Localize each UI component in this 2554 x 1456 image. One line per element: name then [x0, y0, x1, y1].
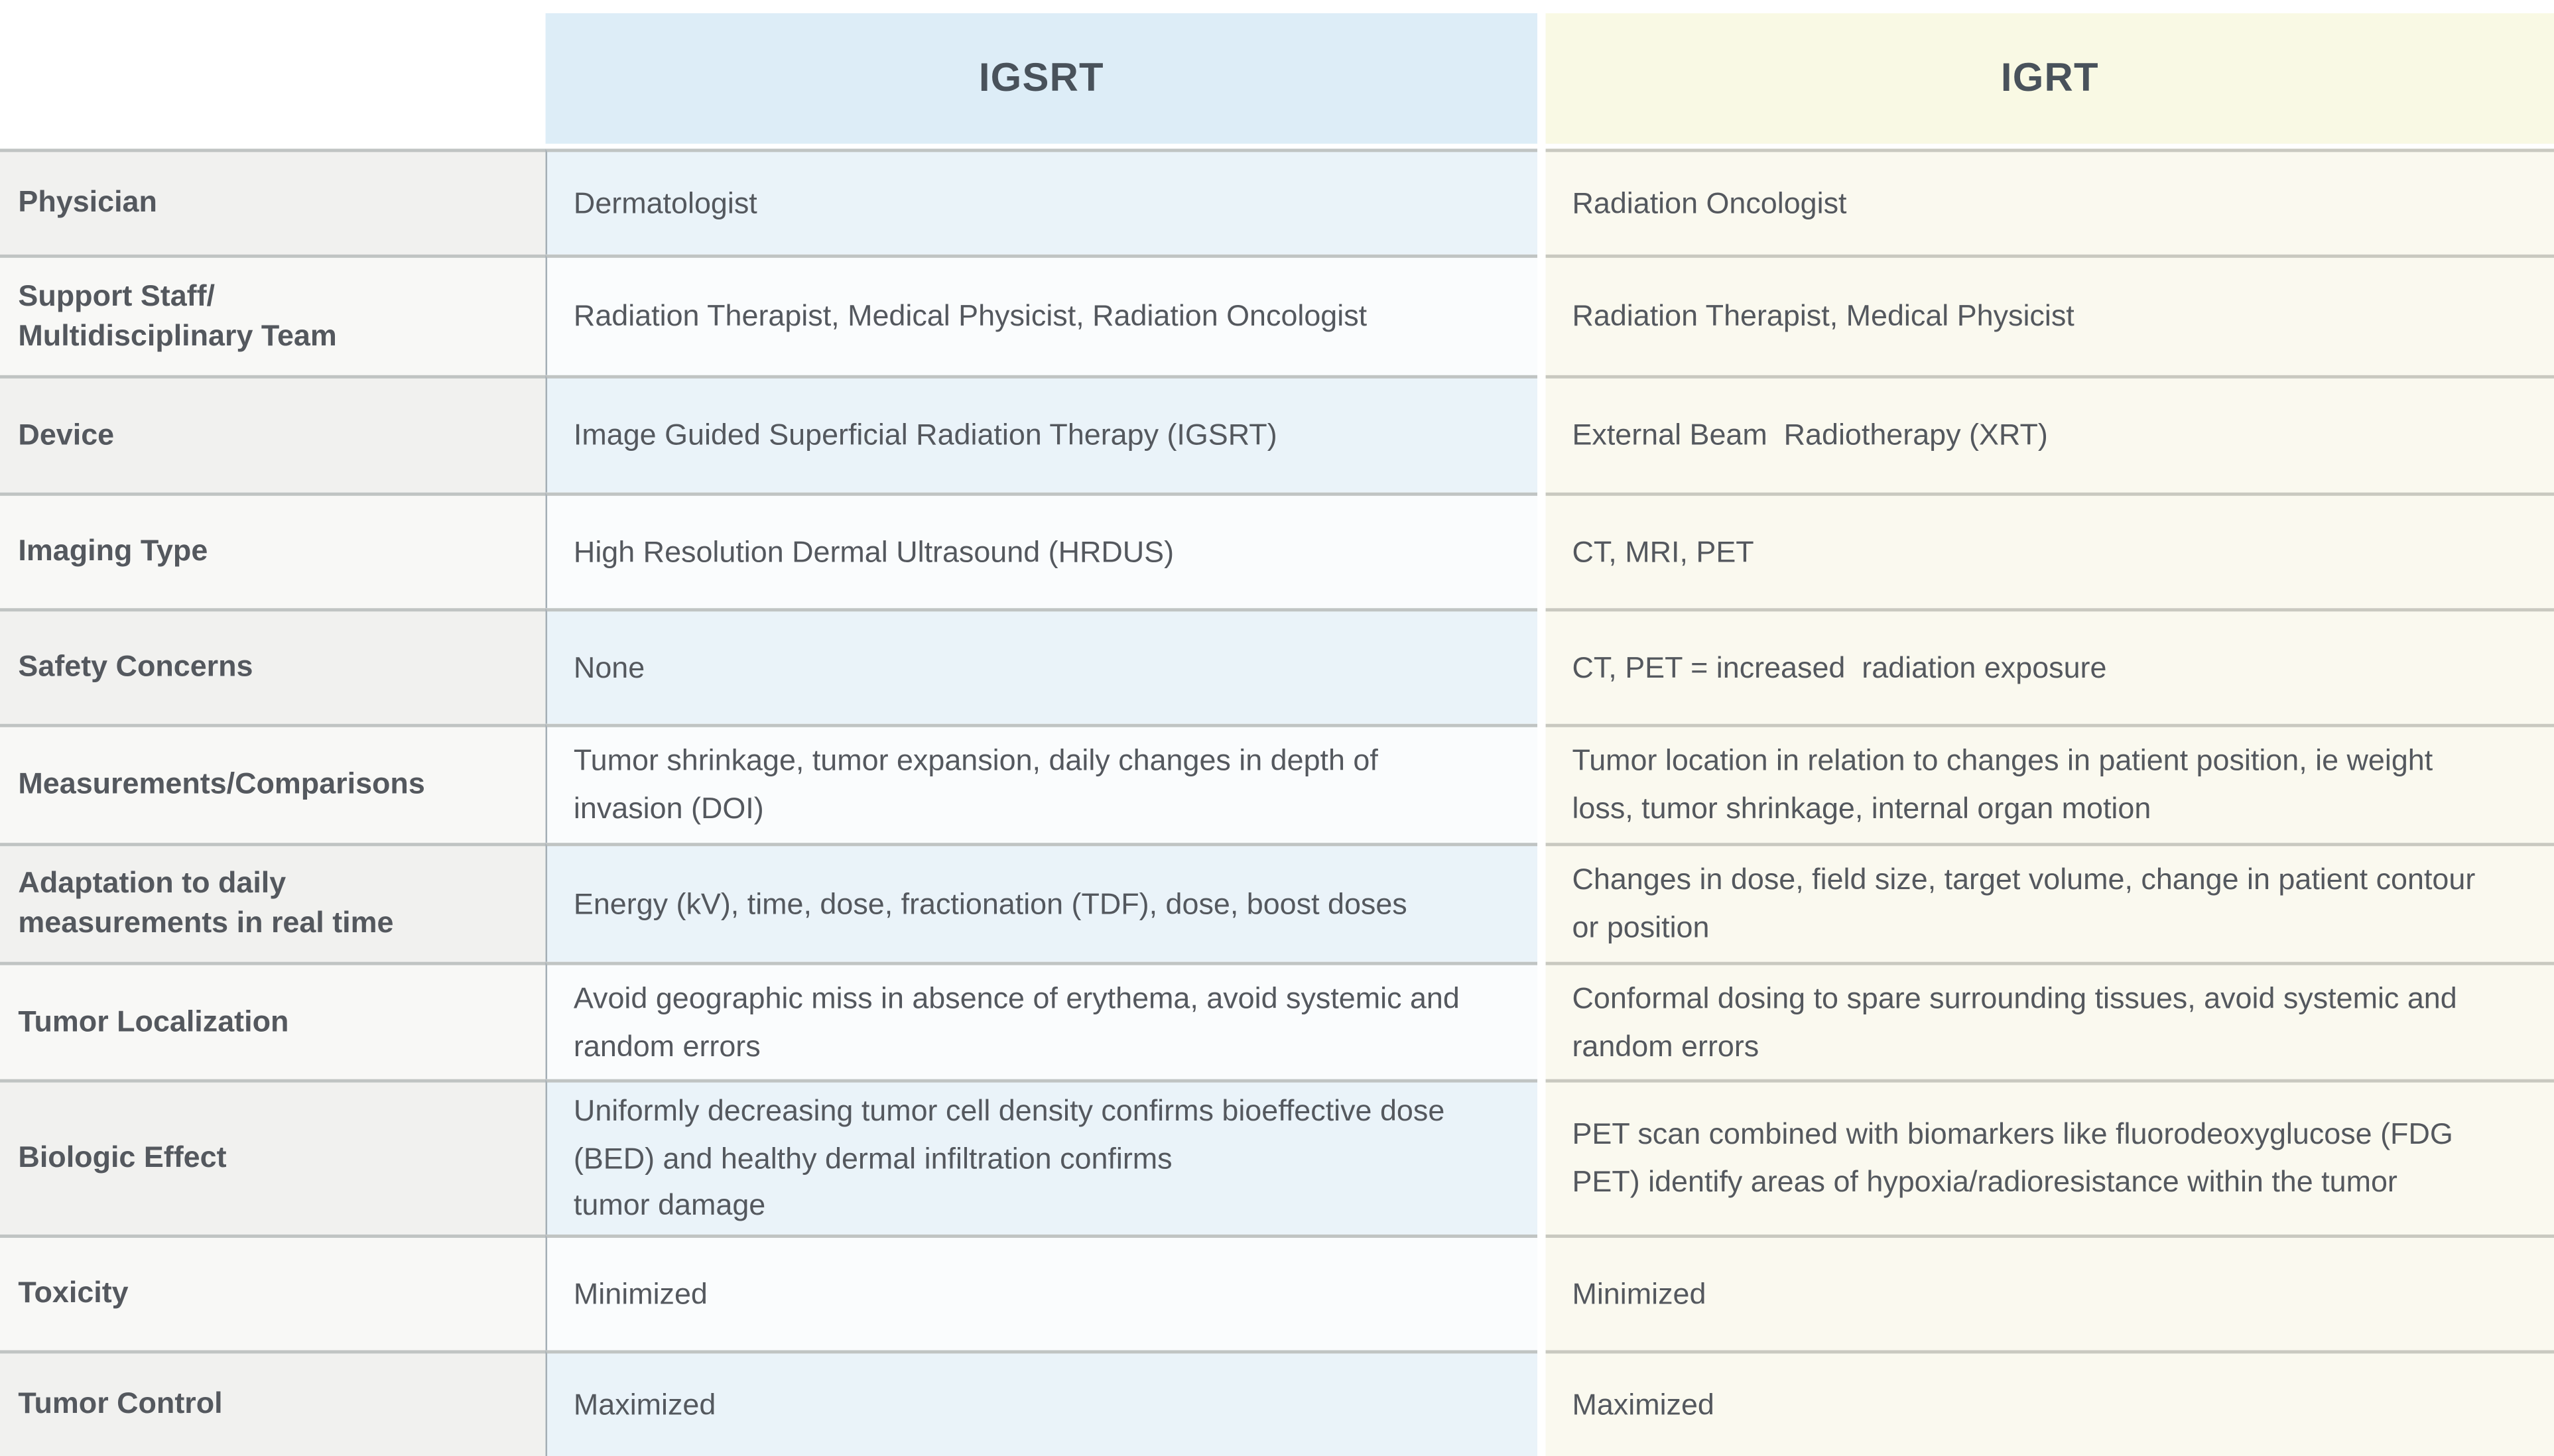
igrt-cell: Radiation Therapist, Medical Physicist	[1545, 254, 2554, 375]
column-header-igsrt: IGSRT	[545, 13, 1538, 144]
igrt-cell: Conformal dosing to spare surrounding ti…	[1545, 961, 2554, 1079]
igsrt-cell: High Resolution Dermal Ultrasound (HRDUS…	[545, 492, 1538, 609]
igsrt-cell: Maximized	[545, 1350, 1538, 1456]
igsrt-cell: Image Guided Superficial Radiation Thera…	[545, 375, 1538, 493]
row-label: Adaptation to daily measurements in real…	[0, 843, 546, 962]
row-label: Tumor Localization	[0, 961, 546, 1079]
igsrt-cell: Dermatologist	[545, 149, 1538, 255]
column-gutter	[1537, 608, 1546, 724]
igsrt-cell: Tumor shrinkage, tumor expansion, daily …	[545, 723, 1538, 843]
igsrt-cell: Avoid geographic miss in absence of eryt…	[545, 961, 1538, 1079]
row-label: Imaging Type	[0, 492, 546, 609]
column-gutter	[1537, 843, 1546, 962]
top-margin	[0, 0, 2554, 13]
igrt-cell: Tumor location in relation to changes in…	[1545, 723, 2554, 843]
igrt-cell: PET scan combined with biomarkers like f…	[1545, 1079, 2554, 1235]
row-label: Toxicity	[0, 1234, 546, 1351]
igsrt-cell: Radiation Therapist, Medical Physicist, …	[545, 254, 1538, 375]
header-spacer	[0, 143, 2554, 149]
row-label: Device	[0, 375, 546, 493]
column-gutter	[1537, 149, 1546, 255]
column-gutter	[1537, 13, 1546, 144]
row-label: Physician	[0, 149, 546, 255]
igsrt-cell: None	[545, 608, 1538, 724]
igrt-cell: Changes in dose, field size, target volu…	[1545, 843, 2554, 962]
row-label: Biologic Effect	[0, 1079, 546, 1235]
igrt-cell: CT, MRI, PET	[1545, 492, 2554, 609]
column-gutter	[1537, 1079, 1546, 1235]
column-gutter	[1537, 254, 1546, 375]
igsrt-cell: Minimized	[545, 1234, 1538, 1351]
row-label: Measurements/Comparisons	[0, 723, 546, 843]
column-gutter	[1537, 961, 1546, 1079]
igsrt-cell: Energy (kV), time, dose, fractionation (…	[545, 843, 1538, 962]
row-label: Safety Concerns	[0, 608, 546, 724]
column-gutter	[1537, 723, 1546, 843]
row-label: Tumor Control	[0, 1350, 546, 1456]
column-header-igrt: IGRT	[1545, 13, 2554, 144]
row-label: Support Staff/ Multidisciplinary Team	[0, 254, 546, 375]
igrt-cell: CT, PET = increased radiation exposure	[1545, 608, 2554, 724]
igrt-cell: Radiation Oncologist	[1545, 149, 2554, 255]
igrt-cell: External Beam Radiotherapy (XRT)	[1545, 375, 2554, 493]
igrt-cell: Minimized	[1545, 1234, 2554, 1351]
column-gutter	[1537, 492, 1546, 609]
igsrt-cell: Uniformly decreasing tumor cell density …	[545, 1079, 1538, 1235]
column-gutter	[1537, 375, 1546, 493]
header-blank-cell	[0, 13, 546, 144]
column-gutter	[1537, 1350, 1546, 1456]
igrt-cell: Maximized	[1545, 1350, 2554, 1456]
column-gutter	[1537, 1234, 1546, 1351]
